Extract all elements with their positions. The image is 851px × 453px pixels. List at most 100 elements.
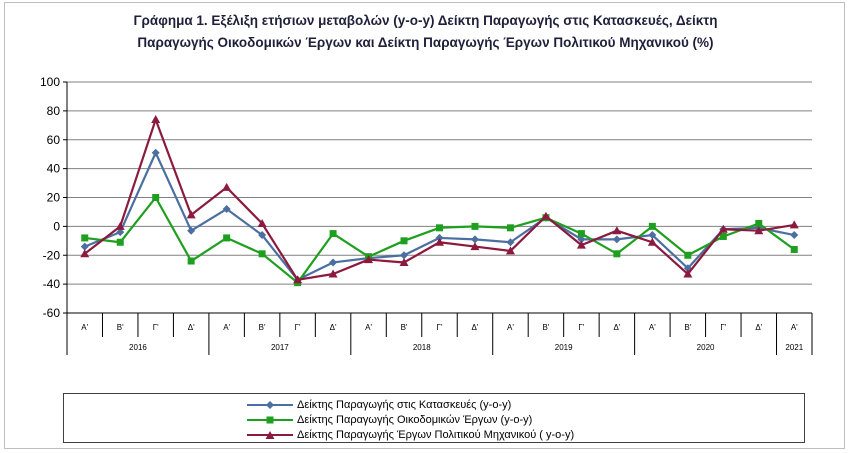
y-tick-label: 60	[47, 133, 61, 147]
x-year-label: 2016	[129, 343, 147, 352]
series-0-point	[116, 228, 125, 237]
x-quarter-label: Α'	[81, 323, 88, 332]
series-2-point	[80, 249, 90, 258]
x-quarter-label: Α'	[223, 323, 230, 332]
series-2-point	[505, 246, 515, 255]
x-quarter-label: Δ'	[472, 323, 479, 332]
y-tick-label: 20	[47, 191, 61, 205]
series-2-point	[683, 269, 693, 278]
series-1-point	[613, 250, 621, 258]
series-2-point	[612, 226, 622, 235]
chart-frame	[4, 2, 845, 449]
x-year-label: 2018	[413, 343, 431, 352]
y-tick-label: -60	[43, 306, 61, 320]
series-1-point	[577, 230, 585, 238]
series-2-point	[470, 242, 480, 251]
x-year-label: 2019	[555, 343, 573, 352]
y-tick-label: -20	[43, 248, 61, 262]
legend-label-building: Δείκτης Παραγωγής Οικοδομικών Έργων (y-o…	[297, 414, 533, 426]
series-1-point	[400, 237, 408, 245]
x-quarter-label: Α'	[507, 323, 514, 332]
series-2-point	[399, 257, 409, 266]
series-0-point	[222, 205, 231, 214]
series-2-point	[789, 220, 799, 229]
x-quarter-label: Β'	[401, 323, 408, 332]
series-2-point	[576, 240, 586, 249]
series-1-point	[790, 245, 798, 253]
series-1-point	[258, 250, 266, 258]
series-1-point	[719, 232, 727, 240]
y-tick-label: 0	[53, 219, 60, 233]
series-1-point	[152, 194, 160, 201]
x-quarter-label: Γ'	[578, 323, 584, 332]
series-0-point	[258, 231, 267, 240]
series-1-point	[471, 222, 479, 230]
series-2-point	[647, 237, 657, 246]
x-year-label: 2020	[697, 343, 715, 352]
legend-square-marker-icon	[247, 416, 293, 424]
x-quarter-label: Α'	[791, 323, 798, 332]
series-2-point	[186, 210, 196, 219]
series-1-point	[506, 224, 514, 232]
x-quarter-label: Δ'	[330, 323, 337, 332]
x-quarter-label: Β'	[117, 323, 124, 332]
series-2-point	[328, 269, 338, 278]
series-0-point	[80, 242, 89, 251]
series-2-point	[364, 255, 374, 264]
series-1-point	[684, 251, 692, 259]
series-1-point	[755, 219, 763, 227]
series-2-point	[435, 237, 444, 246]
legend-label-construction: Δείκτης Παραγωγής στις Κατασκευές (y-o-y…	[297, 399, 512, 411]
chart-title-line-2: Παραγωγής Οικοδομικών Έργων και Δείκτη Π…	[137, 35, 714, 50]
series-0-point	[187, 226, 196, 235]
legend-item-construction: Δείκτης Παραγωγής στις Κατασκευές (y-o-y…	[247, 398, 511, 412]
y-tick-label: 80	[47, 104, 61, 118]
y-tick-label: 100	[40, 75, 60, 89]
series-0-point	[612, 235, 621, 244]
x-quarter-label: Β'	[684, 323, 691, 332]
x-quarter-label: Β'	[259, 323, 266, 332]
x-quarter-label: Γ'	[295, 323, 301, 332]
x-quarter-label: Δ'	[188, 323, 195, 332]
series-2-point	[718, 224, 728, 233]
legend-diamond-marker-icon	[247, 401, 293, 409]
x-quarter-label: Δ'	[613, 323, 620, 332]
series-1-point	[329, 230, 337, 238]
legend-triangle-marker-icon	[247, 431, 293, 439]
x-quarter-label: Δ'	[755, 323, 762, 332]
legend: Δείκτης Παραγωγής στις Κατασκευές (y-o-y…	[63, 393, 805, 443]
x-year-label: 2017	[271, 343, 289, 352]
series-0-point	[506, 238, 515, 247]
series-2-point	[754, 226, 764, 235]
series-2-point	[115, 221, 125, 230]
x-quarter-label: Γ'	[153, 323, 159, 332]
legend-item-building: Δείκτης Παραγωγής Οικοδομικών Έργων (y-o…	[247, 413, 532, 427]
series-1-point	[648, 222, 656, 230]
x-quarter-label: Α'	[365, 323, 372, 332]
y-tick-label: -40	[43, 277, 61, 291]
legend-item-civil: Δείκτης Παραγωγής Έργων Πολιτικού Μηχανι…	[247, 428, 574, 442]
series-1-point	[223, 234, 231, 242]
x-quarter-label: Β'	[542, 323, 549, 332]
series-0-point	[151, 148, 160, 157]
series-0-point	[400, 251, 409, 260]
series-0-point	[329, 258, 338, 267]
series-1-point	[436, 224, 443, 232]
series-2-point	[257, 218, 267, 227]
x-quarter-label: Α'	[649, 323, 656, 332]
series-0-point	[470, 235, 479, 244]
series-1-point	[187, 257, 195, 265]
series-0-point	[577, 235, 586, 244]
series-0-point	[648, 231, 657, 240]
series-2-point	[222, 182, 232, 191]
series-2-point	[541, 211, 551, 220]
x-quarter-label: Γ'	[720, 323, 726, 332]
x-quarter-label: Γ'	[437, 323, 443, 332]
y-tick-label: 40	[47, 162, 61, 176]
x-year-label: 2021	[785, 343, 803, 352]
series-2-point	[293, 275, 303, 284]
series-2-point	[151, 115, 161, 124]
legend-label-civil: Δείκτης Παραγωγής Έργων Πολιτικού Μηχανι…	[297, 429, 575, 441]
series-1-point	[116, 238, 124, 246]
